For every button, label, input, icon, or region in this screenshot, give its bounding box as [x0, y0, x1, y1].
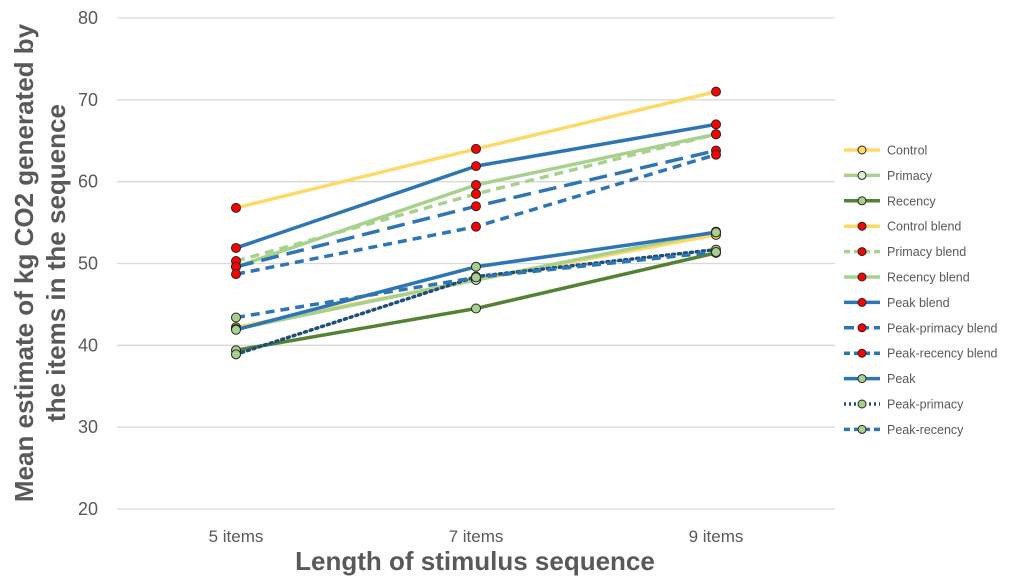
- legend-swatch-marker: [857, 424, 867, 434]
- x-tick-label: 7 items: [449, 527, 504, 546]
- legend-label: Recency: [887, 194, 936, 208]
- legend-item-peak: Peak: [844, 372, 916, 386]
- y-tick-label: 20: [78, 499, 98, 519]
- y-tick-label: 70: [78, 90, 98, 110]
- data-point-control-blend: [711, 86, 721, 97]
- data-point-peak-recency: [711, 247, 721, 258]
- y-tick-label: 80: [78, 8, 98, 28]
- data-point-recency-blend: [471, 179, 481, 190]
- data-point-peak: [711, 227, 721, 238]
- data-point-peak-recency: [231, 312, 241, 323]
- data-point-control-blend: [471, 143, 481, 154]
- legend-swatch-marker: [857, 348, 867, 358]
- legend-label: Control: [887, 144, 927, 158]
- x-tick-label: 5 items: [209, 527, 264, 546]
- y-axis-title-line-2: the items in the sequence: [41, 104, 71, 422]
- data-point-recency-blend: [711, 129, 721, 140]
- data-point-peak-recency-blend: [711, 149, 721, 160]
- legend-label: Control blend: [887, 220, 961, 234]
- legend: Control Primacy Recency Control blend Primac…: [844, 144, 998, 437]
- y-tick-label: 50: [78, 254, 98, 274]
- x-tick-label: 9 items: [689, 527, 744, 546]
- data-point-primacy-blend: [471, 188, 481, 199]
- y-tick-label: 40: [78, 335, 98, 355]
- legend-item-peak-primacy-blend: Peak-primacy blend: [844, 321, 998, 335]
- data-point-control-blend: [231, 202, 241, 213]
- legend-item-primacy-blend: Primacy blend: [844, 245, 966, 259]
- legend-item-control: Control: [844, 144, 927, 158]
- data-point-peak-blend: [231, 242, 241, 253]
- data-point-peak: [231, 324, 241, 335]
- y-tick-label: 60: [78, 172, 98, 192]
- legend-swatch-marker: [857, 247, 867, 257]
- legend-label: Peak: [887, 372, 916, 386]
- data-point-peak-recency: [471, 272, 481, 283]
- series-markers: [231, 86, 721, 360]
- data-point-peak-recency-blend: [231, 269, 241, 280]
- legend-swatch-marker: [857, 374, 867, 384]
- data-point-peak-blend: [471, 161, 481, 172]
- legend-label: Peak-primacy: [887, 398, 964, 412]
- data-point-peak: [471, 261, 481, 272]
- legend-label: Peak-recency: [887, 423, 964, 437]
- legend-swatch-marker: [857, 196, 867, 206]
- legend-item-peak-blend: Peak blend: [844, 296, 950, 310]
- y-tick-labels: 20 30 40 50 60 70 80: [78, 8, 98, 519]
- data-point-peak-recency-blend: [471, 221, 481, 232]
- y-axis-title-line-1: Mean estimate of kg CO2 generated by: [9, 23, 39, 502]
- x-tick-labels: 5 items 7 items 9 items: [209, 527, 744, 546]
- legend-label: Peak blend: [887, 296, 950, 310]
- data-point-recency: [471, 303, 481, 314]
- legend-item-recency-blend: Recency blend: [844, 271, 970, 285]
- legend-label: Peak-primacy blend: [887, 321, 998, 335]
- legend-item-peak-primacy: Peak-primacy: [844, 398, 964, 412]
- legend-label: Primacy blend: [887, 245, 966, 259]
- x-axis-title: Length of stimulus sequence: [295, 546, 655, 576]
- legend-swatch-marker: [857, 221, 867, 231]
- legend-swatch-marker: [857, 145, 867, 155]
- legend-swatch-marker: [857, 170, 867, 180]
- data-point-peak-primacy-blend: [471, 201, 481, 212]
- legend-swatch-marker: [857, 323, 867, 333]
- data-point-peak-blend: [711, 119, 721, 130]
- data-point-peak-primacy: [231, 349, 241, 360]
- y-tick-label: 30: [78, 417, 98, 437]
- legend-item-primacy: Primacy: [844, 169, 933, 183]
- legend-swatch-marker: [857, 272, 867, 282]
- y-axis-title: Mean estimate of kg CO2 generated by the…: [9, 23, 71, 502]
- legend-label: Primacy: [887, 169, 933, 183]
- legend-swatch-marker: [857, 297, 867, 307]
- legend-item-peak-recency: Peak-recency: [844, 423, 964, 437]
- legend-item-control-blend: Control blend: [844, 220, 961, 234]
- legend-item-recency: Recency: [844, 194, 936, 208]
- legend-item-peak-recency-blend: Peak-recency blend: [844, 347, 998, 361]
- legend-label: Recency blend: [887, 271, 970, 285]
- legend-swatch-marker: [857, 399, 867, 409]
- legend-label: Peak-recency blend: [887, 347, 998, 361]
